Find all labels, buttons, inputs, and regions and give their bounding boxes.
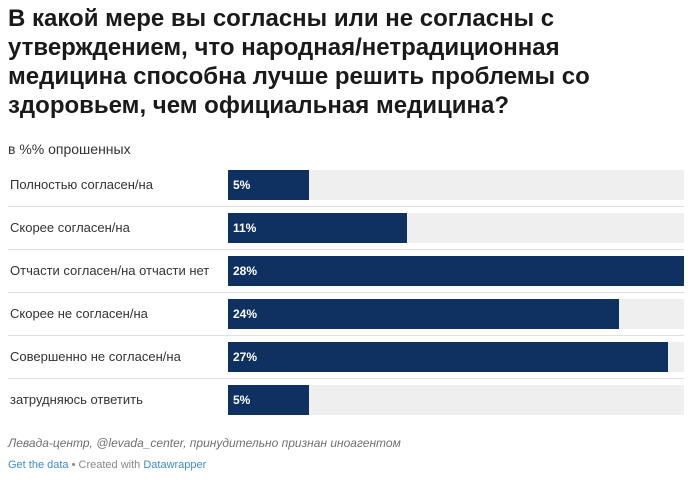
bar-track: 28% (228, 256, 684, 286)
bar-value-label: 28% (233, 264, 258, 278)
bar-track: 5% (228, 170, 684, 200)
category-label: Отчасти согласен/на отчасти нет (10, 263, 210, 278)
category-label: Скорее согласен/на (10, 220, 130, 235)
category-label: Полностью согласен/на (10, 177, 153, 192)
category-label: затрудняюсь ответить (10, 392, 143, 407)
category-label: Совершенно не согласен/на (10, 349, 181, 364)
footer-separator: • Created with (68, 459, 144, 471)
bar-value-label: 5% (233, 178, 251, 192)
bar (228, 342, 668, 372)
bar-track: 24% (228, 299, 684, 329)
row-divider (8, 292, 684, 293)
get-data-link[interactable]: Get the data (8, 459, 69, 471)
bar-value-label: 24% (233, 307, 258, 321)
bar-track: 27% (228, 342, 684, 372)
bar (228, 299, 619, 329)
bar (228, 213, 408, 243)
bar (228, 256, 684, 286)
chart-subtitle: в %% опрошенных (8, 141, 131, 157)
bar-value-label: 11% (233, 221, 257, 235)
datawrapper-link[interactable]: Datawrapper (143, 459, 207, 471)
bar-track: 11% (228, 213, 684, 243)
bar-value-label: 27% (233, 350, 258, 364)
row-divider (8, 335, 684, 336)
bar (228, 170, 310, 200)
bar-track: 5% (228, 385, 684, 415)
row-divider (8, 378, 684, 379)
bar-value-label: 5% (233, 393, 251, 407)
footer: Get the data • Created with Datawrapper (8, 459, 206, 471)
bar (228, 385, 310, 415)
source-note: Левада-центр, @levada_center, принудител… (8, 436, 401, 450)
row-divider (8, 249, 684, 250)
row-divider (8, 206, 684, 207)
category-label: Скорее не согласен/на (10, 306, 148, 321)
chart-title: В какой мере вы согласны или не согласны… (8, 5, 590, 119)
